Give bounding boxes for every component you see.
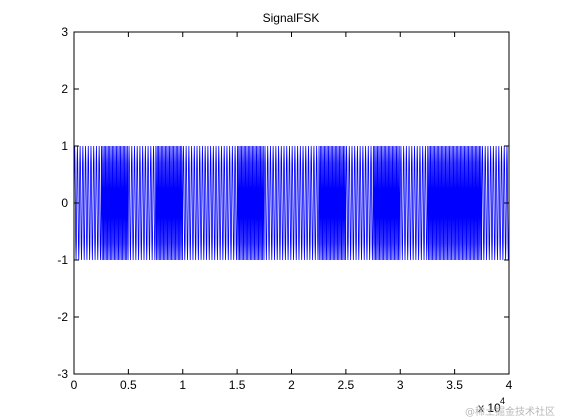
x-tick-label: 3: [397, 378, 404, 392]
y-tick-label: 1: [61, 139, 68, 153]
x-tick-label: 2.5: [338, 378, 355, 392]
y-tick-label: 0: [61, 196, 68, 210]
x-tick-label: 0.5: [120, 378, 137, 392]
y-tick-label: 2: [61, 82, 68, 96]
chart-title: SignalFSK: [263, 11, 320, 25]
x-axis-exponent-label: x 10: [478, 401, 501, 415]
x-tick-label: 1.5: [229, 378, 246, 392]
y-tick-label: -2: [57, 310, 68, 324]
watermark: @稀土掘金技术社区: [465, 407, 555, 418]
x-tick-label: 2: [288, 378, 295, 392]
x-tick-label: 3.5: [446, 378, 463, 392]
y-tick-label: -3: [57, 367, 68, 381]
y-tick-label: -1: [57, 253, 68, 267]
signal-series-line: [73, 145, 510, 261]
x-axis-exponent: 4: [500, 396, 505, 406]
x-tick-label: 1: [179, 378, 186, 392]
x-tick-label: 0: [71, 378, 78, 392]
axes: 0 0.5 1 1.5 2 2.5 3 3.5 4 -3 -2 -1 0 1 2 3: [57, 25, 512, 392]
x-tick-label: 4: [506, 378, 513, 392]
y-tick-label: 3: [61, 25, 68, 39]
plot-area: [73, 32, 510, 374]
